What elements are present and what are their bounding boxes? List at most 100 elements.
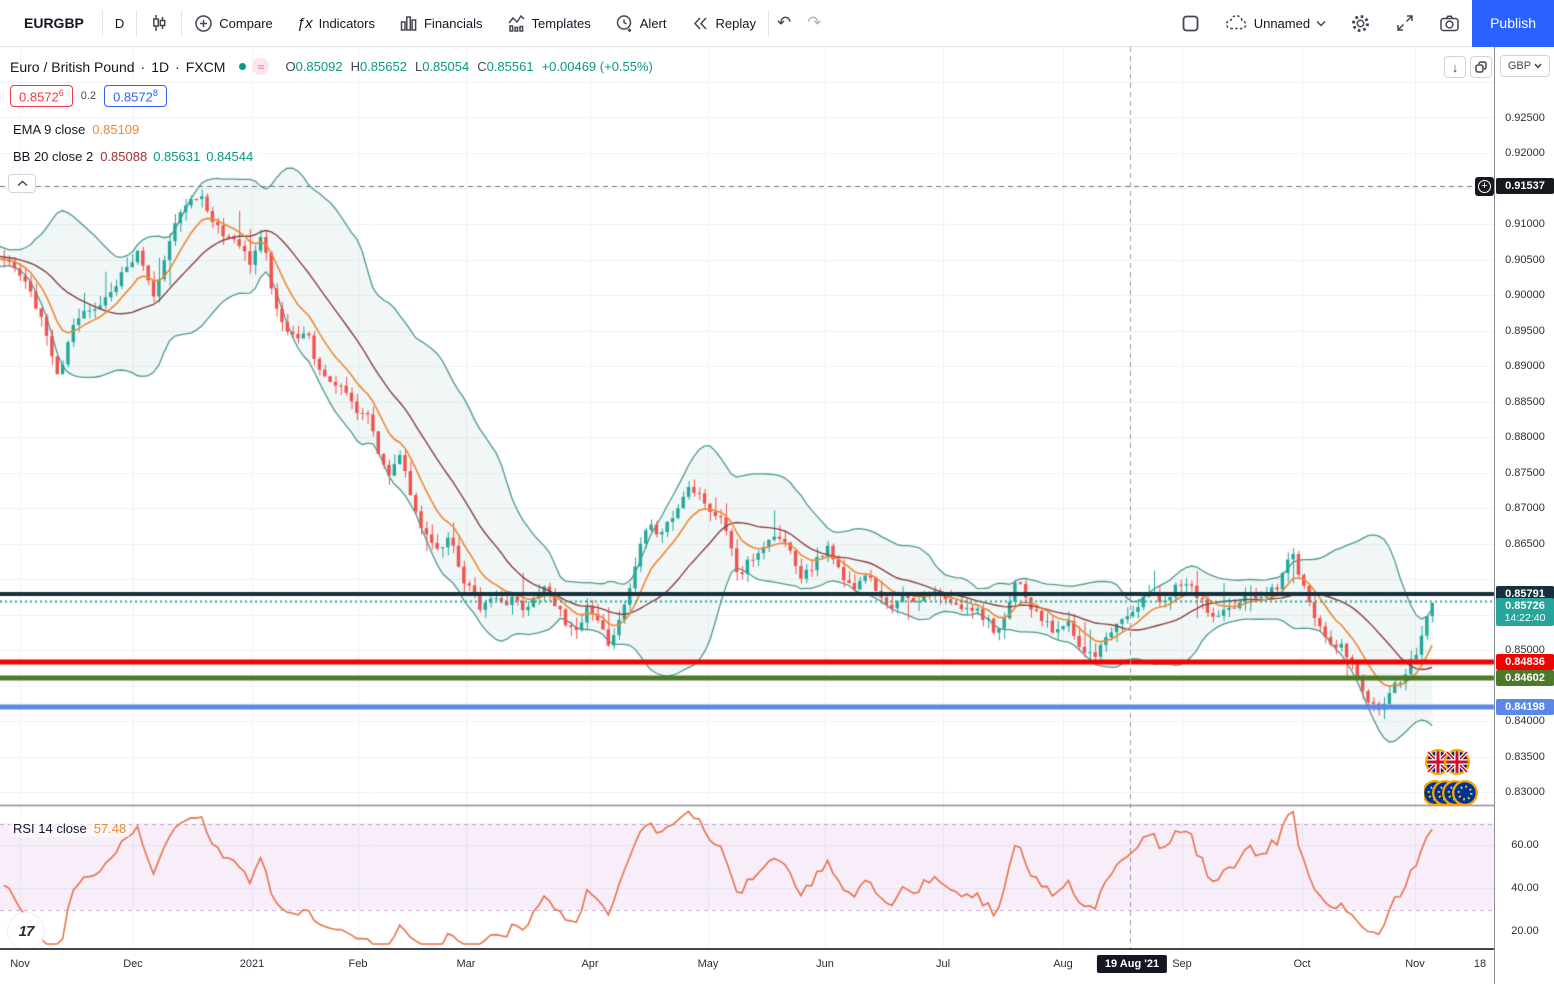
alert-line-add-button[interactable]: +	[1475, 177, 1494, 196]
tradingview-watermark-logo[interactable]: 17	[8, 913, 44, 949]
time-tick-label: Feb	[348, 958, 368, 970]
change-value: +0.00469 (+0.55%)	[541, 59, 653, 74]
time-tick-label: Apr	[581, 958, 599, 970]
fullscreen-icon	[1397, 15, 1413, 31]
chart-settings-button[interactable]	[1338, 0, 1383, 46]
symbol-label: EURGBP	[24, 15, 84, 31]
current-price-badge: 0.85726 14:22:40	[1496, 598, 1554, 627]
legend-interval: 1D	[151, 58, 170, 75]
toolbar-right-group: Unnamed P	[1169, 0, 1554, 47]
price-tick-label: 0.84000	[1505, 715, 1545, 727]
time-tick-label: Oct	[1293, 958, 1311, 970]
level-price-badge: 0.84198	[1496, 698, 1554, 715]
undo-button[interactable]: ↶	[776, 13, 792, 32]
currency-unit-dropdown[interactable]: GBP	[1500, 55, 1550, 77]
price-axis[interactable]: GBP 0.92500 0.92000 0.91000 0.90500 0.90000 0…	[1494, 47, 1554, 984]
ema-value: 0.85109	[92, 122, 140, 137]
collapse-pane-button[interactable]	[8, 174, 36, 193]
templates-label: Templates	[531, 15, 591, 31]
time-tick-label: May	[697, 958, 719, 970]
compare-button[interactable]: Compare	[182, 0, 284, 46]
camera-icon	[1440, 14, 1459, 31]
interval-label: D	[114, 15, 125, 31]
rsi-tick-label: 40.00	[1511, 882, 1539, 894]
price-tick-label: 0.85000	[1505, 644, 1545, 656]
price-tick-label: 0.86500	[1505, 537, 1545, 550]
time-axis[interactable]: Nov Dec 2021 Feb Mar Apr May Jun Jul Aug Sep Oct Nov…	[0, 948, 1554, 984]
publish-button[interactable]: Publish	[1472, 0, 1554, 47]
time-tick-label: Sep	[1172, 958, 1192, 970]
publish-label: Publish	[1490, 15, 1536, 31]
time-tick-label: Aug	[1053, 958, 1073, 970]
price-tick-label: 0.90000	[1505, 289, 1545, 301]
legend-separator: ·	[175, 58, 180, 75]
toolbar-separator	[767, 10, 769, 36]
scroll-down-button[interactable]: ↓	[1444, 56, 1466, 78]
price-tick-label: 0.88500	[1505, 395, 1545, 408]
toolbar-separator	[101, 10, 103, 36]
ohlc-item: C0.85561	[477, 59, 534, 74]
crosshair-date-badge: 19 Aug '21	[1096, 955, 1168, 973]
pane-controls: ↓	[1444, 56, 1492, 78]
bb-value: 0.85088	[100, 149, 148, 164]
sell-button[interactable]: 0.85726	[10, 85, 73, 108]
currency-coins-watermark	[1422, 748, 1488, 815]
price-tick-label: 0.92500	[1505, 111, 1545, 124]
toolbar-separator	[181, 10, 183, 36]
screenshot-button[interactable]	[1427, 0, 1472, 46]
chevron-down-icon	[1316, 20, 1326, 27]
rsi-tick-label: 20.00	[1511, 925, 1539, 937]
templates-button[interactable]: Templates	[495, 0, 603, 46]
ema-legend-row[interactable]: EMA 9 close 0.85109	[10, 121, 143, 138]
alert-button[interactable]: Alert	[603, 0, 679, 46]
interval-button[interactable]: D	[103, 0, 136, 46]
cloud-layout-dropdown[interactable]: Unnamed	[1212, 0, 1338, 46]
currency-label: GBP	[1507, 60, 1532, 72]
indicators-button[interactable]: ƒx Indicators	[285, 0, 387, 46]
time-tick-label: 18	[1473, 958, 1487, 970]
time-tick-label: Nov	[10, 958, 30, 970]
chevron-up-icon	[17, 180, 27, 187]
level-price-badge: 0.84602	[1496, 670, 1554, 687]
rsi-label: RSI 14 close	[13, 821, 87, 836]
rsi-legend-row[interactable]: RSI 14 close 57.48	[10, 820, 130, 837]
buy-button[interactable]: 0.85728	[104, 85, 167, 108]
replay-button[interactable]: Replay	[679, 0, 768, 46]
price-tick-label: 0.89500	[1505, 324, 1545, 337]
bid-ask-panel: 0.85726 0.2 0.85728	[10, 85, 167, 108]
time-tick-label: Mar	[456, 958, 476, 970]
symbol-title: Euro / British Pound	[10, 58, 135, 75]
ohlc-item: H0.85652	[350, 59, 407, 74]
fx-icon: ƒx	[296, 14, 313, 32]
bb-value: 0.85631	[153, 149, 201, 164]
financials-button[interactable]: Financials	[387, 0, 495, 46]
time-tick-label: Jun	[816, 958, 834, 970]
redo-button[interactable]: ↷	[807, 13, 822, 32]
layout-name-label: Unnamed	[1253, 15, 1311, 31]
replay-rewind-icon	[693, 16, 707, 30]
price-tick-label: 0.83500	[1505, 750, 1545, 763]
price-tick-label: 0.88000	[1505, 431, 1545, 443]
fullscreen-button[interactable]	[1383, 0, 1427, 46]
symbol-button[interactable]: EURGBP	[12, 0, 102, 46]
time-tick-label: 2021	[239, 958, 265, 970]
price-tick-label: 0.87000	[1505, 502, 1545, 514]
settings-gear-icon	[1352, 14, 1370, 32]
chart-style-button[interactable]	[137, 0, 181, 46]
uk-coins-icon	[1425, 749, 1470, 775]
alert-price-badge: 0.91537	[1496, 177, 1554, 194]
symbol-legend[interactable]: Euro / British Pound · 1D · FXCM ≈ O0.85…	[10, 58, 653, 75]
plus-icon: +	[1478, 180, 1491, 193]
save-layout-checkbox[interactable]	[1169, 0, 1212, 46]
bb-legend-row[interactable]: BB 20 close 2 0.85088 0.85631 0.84544	[10, 148, 263, 165]
candlestick-chart-icon	[153, 15, 166, 31]
price-tick-label: 0.89000	[1505, 360, 1545, 372]
financials-label: Financials	[423, 15, 483, 31]
approx-data-icon: ≈	[252, 58, 270, 75]
bb-value: 0.84544	[206, 149, 254, 164]
bb-values: 0.85088 0.85631 0.84544	[100, 149, 259, 164]
legend-exchange: FXCM	[185, 58, 226, 75]
square-checkbox-icon	[1182, 15, 1199, 31]
maximize-pane-button[interactable]	[1470, 56, 1492, 78]
